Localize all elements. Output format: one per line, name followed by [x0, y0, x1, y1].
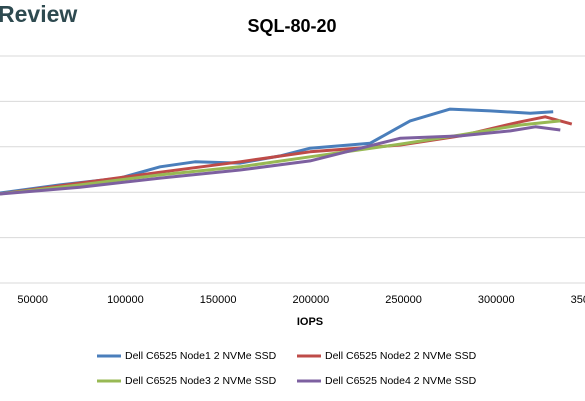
- x-tick-label: 150000: [200, 294, 237, 306]
- x-tick-label: 250000: [385, 294, 422, 306]
- series-line: [0, 119, 561, 196]
- x-tick-label: 350000: [571, 294, 585, 306]
- x-tick-label: 100000: [107, 294, 144, 306]
- logo-text: Review: [0, 1, 77, 27]
- x-axis-label: IOPS: [297, 316, 323, 328]
- x-tick-label: 50000: [17, 294, 48, 306]
- series-line: [0, 125, 561, 196]
- legend-label: Dell C6525 Node4 2 NVMe SSD: [325, 375, 477, 387]
- series-line: [0, 107, 554, 195]
- legend-label: Dell C6525 Node3 2 NVMe SSD: [125, 375, 277, 387]
- x-tick-label: 300000: [478, 294, 515, 306]
- chart-title: SQL-80-20: [247, 16, 336, 36]
- series-line: [0, 115, 573, 196]
- legend-label: Dell C6525 Node2 2 NVMe SSD: [325, 350, 477, 362]
- x-tick-label: 200000: [292, 294, 329, 306]
- legend-label: Dell C6525 Node1 2 NVMe SSD: [125, 350, 277, 362]
